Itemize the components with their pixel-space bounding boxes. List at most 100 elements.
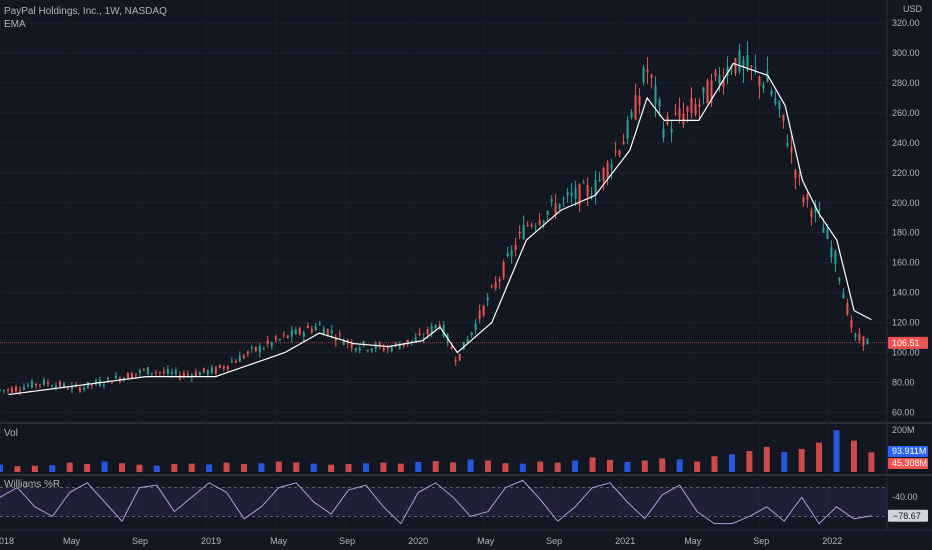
price-grid: [0, 22, 887, 414]
volume-bar: [49, 465, 56, 472]
price-candle-body: [294, 329, 297, 335]
price-candle-body: [202, 367, 205, 372]
price-candle-body: [698, 104, 701, 108]
williams-band: [0, 487, 887, 517]
price-candle-body: [222, 366, 225, 369]
price-candle-body: [838, 278, 841, 281]
price-candle-body: [434, 324, 437, 329]
volume-bar: [450, 462, 457, 472]
price-candle-body: [378, 343, 381, 346]
price-candle-body: [386, 346, 389, 349]
volume-bar: [519, 463, 526, 472]
price-candle-body: [326, 328, 329, 336]
price-tick-label: 60.00: [892, 408, 915, 418]
price-candle-body: [418, 333, 421, 336]
last-price-badge: [888, 336, 928, 349]
price-candle-body: [106, 377, 109, 380]
price-candle-body: [414, 337, 417, 341]
time-axis[interactable]: 2018 May Sep 2019 May Sep 2020 May Sep 2021 May Sep…: [0, 536, 842, 546]
price-candle-body: [610, 164, 613, 169]
price-candle-body: [690, 98, 693, 113]
volume-bar: [328, 464, 335, 472]
williams-pane-label[interactable]: Williams %R: [4, 479, 60, 490]
price-candle-body: [6, 389, 9, 391]
price-candle-body: [158, 372, 161, 374]
price-candle-body: [598, 179, 601, 182]
price-candle-body: [234, 361, 237, 363]
volume-bar: [171, 464, 178, 472]
time-tick-label: May: [684, 536, 702, 546]
price-candle-body: [0, 389, 1, 391]
volume-bar: [694, 461, 701, 472]
volume-bar: [275, 461, 282, 472]
price-tick-label: 80.00: [892, 378, 915, 388]
price-candle-body: [2, 389, 5, 391]
price-candle-body: [826, 230, 829, 239]
price-candle-body: [546, 211, 549, 215]
volume-badge-1: [888, 446, 928, 457]
volume-pane-label[interactable]: Vol: [4, 428, 18, 439]
price-candle-body: [162, 371, 165, 373]
price-tick-label: 220.00: [892, 168, 920, 178]
price-candle-body: [602, 168, 605, 182]
price-candle-body: [194, 371, 197, 377]
price-candle-body: [542, 220, 545, 223]
price-candle-body: [310, 328, 313, 333]
price-candle-body: [706, 80, 709, 104]
price-candle-body: [822, 227, 825, 233]
price-candle-body: [862, 336, 865, 346]
volume-bar: [781, 452, 788, 472]
price-candle-body: [58, 381, 61, 387]
price-candle-body: [554, 203, 557, 214]
currency-label: USD: [903, 4, 923, 14]
volume-bar: [816, 442, 823, 472]
price-candle-body: [490, 286, 493, 288]
volume-bar: [84, 464, 91, 472]
time-tick-label: 2018: [0, 536, 14, 546]
price-candle-body: [518, 232, 521, 234]
price-candle-body: [34, 383, 37, 386]
price-candle-body: [758, 76, 761, 86]
price-candle-body: [566, 191, 569, 196]
price-candle-body: [498, 279, 501, 282]
volume-bar: [484, 460, 491, 472]
indicator-label-ema[interactable]: EMA: [4, 19, 26, 30]
price-axis[interactable]: 60.00 80.00 100.00 120.00 140.00 160.00 180.00…: [892, 18, 920, 502]
price-candle-body: [298, 327, 301, 335]
price-candle-body: [674, 113, 677, 115]
price-tick-label: 280.00: [892, 78, 920, 88]
price-candle-body: [578, 184, 581, 206]
volume-bar: [0, 464, 3, 472]
volume-bar: [711, 456, 718, 472]
volume-bar: [118, 463, 125, 472]
price-candle-body: [46, 382, 49, 385]
price-candle-body: [382, 348, 385, 351]
price-candle-body: [594, 179, 597, 196]
price-candle-body: [358, 348, 361, 351]
price-candle-body: [78, 387, 81, 392]
price-candle-body: [650, 74, 653, 78]
price-candle-body: [526, 224, 529, 226]
volume-bar: [624, 461, 631, 472]
price-candle-body: [746, 55, 749, 71]
price-candle-body: [394, 342, 397, 344]
price-candle-body: [842, 293, 845, 299]
price-candle-body: [670, 128, 673, 133]
price-candle-body: [574, 188, 577, 199]
volume-bar: [293, 462, 300, 472]
price-candle-body: [850, 319, 853, 328]
price-candle-body: [134, 373, 137, 375]
price-candle-body: [426, 328, 429, 335]
ema-path: [8, 62, 872, 396]
volume-value-label: 93.911M: [892, 446, 926, 456]
price-candle-body: [750, 65, 753, 68]
volume-bar: [537, 461, 544, 472]
price-candle-body: [818, 209, 821, 211]
volume-bar: [397, 463, 404, 472]
price-candle-body: [242, 355, 245, 359]
price-candle-body: [94, 380, 97, 385]
williams-badge: [888, 509, 928, 522]
price-candle-body: [90, 384, 93, 386]
time-tick-label: Sep: [132, 536, 148, 546]
